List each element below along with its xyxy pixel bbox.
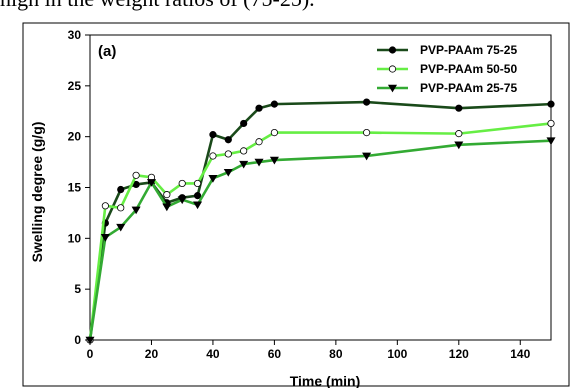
series-2-point-3 bbox=[132, 171, 140, 179]
x-axis-title: Time (min) bbox=[290, 373, 361, 388]
x-tick-label-60: 60 bbox=[268, 347, 282, 361]
legend: PVP-PAAm 75-25 PVP-PAAm 50-50 PVP-PAAm 25-… bbox=[377, 43, 517, 95]
series-2-point-2 bbox=[117, 204, 125, 212]
series-3-point-10 bbox=[239, 160, 249, 169]
y-tick-label-5: 5 bbox=[74, 282, 81, 296]
series-2-point-10 bbox=[240, 147, 248, 155]
series-layer bbox=[85, 98, 556, 345]
series-1-point-11 bbox=[255, 104, 263, 112]
y-axis-title: Swelling degree (g/g) bbox=[29, 122, 45, 263]
x-tick-label-20: 20 bbox=[145, 347, 159, 361]
series-3-point-7 bbox=[193, 201, 203, 210]
series-3-point-8 bbox=[208, 175, 218, 183]
series-3-point-2 bbox=[116, 223, 126, 232]
series-3-point-14 bbox=[454, 141, 464, 150]
legend-item-3: PVP-PAAm 25-75 bbox=[377, 81, 517, 95]
legend-label-1: PVP-PAAm 75-25 bbox=[420, 43, 517, 57]
x-tick-label-120: 120 bbox=[449, 347, 469, 361]
legend-marker-2 bbox=[388, 65, 397, 73]
panel-label: (a) bbox=[98, 43, 116, 60]
legend-item-2: PVP-PAAm 50-50 bbox=[377, 62, 517, 76]
x-tick-label-40: 40 bbox=[206, 347, 220, 361]
series-3-point-0 bbox=[85, 336, 95, 345]
y-tick-label-20: 20 bbox=[68, 130, 82, 144]
legend-item-1: PVP-PAAm 75-25 bbox=[377, 43, 517, 57]
series-1-point-10 bbox=[240, 119, 248, 128]
series-1-point-9 bbox=[224, 136, 232, 144]
series-2-point-11 bbox=[255, 138, 263, 146]
series-3-point-13 bbox=[362, 152, 372, 161]
series-2-point-9 bbox=[224, 150, 232, 158]
series-1-point-14 bbox=[455, 104, 463, 112]
series-1-point-2 bbox=[117, 185, 125, 194]
series-2 bbox=[86, 119, 555, 344]
series-3-point-12 bbox=[269, 156, 279, 165]
series-2-point-7 bbox=[193, 179, 202, 188]
x-tick-label-80: 80 bbox=[329, 347, 343, 361]
y-tick-label-30: 30 bbox=[68, 28, 82, 42]
series-1-point-13 bbox=[362, 98, 371, 106]
ticks: 0 20 40 60 80 100 120 140 0 5 10 15 20 25 30 bbox=[68, 28, 531, 361]
legend-label-3: PVP-PAAm 25-75 bbox=[420, 81, 517, 95]
x-tick-label-0: 0 bbox=[87, 347, 94, 361]
series-3-line bbox=[88, 139, 552, 341]
series-2-line bbox=[88, 122, 552, 341]
legend-marker-3 bbox=[387, 84, 398, 93]
caption-fragment: high in the weight ratios of (75-25). bbox=[0, 0, 315, 12]
y-tick-label-25: 25 bbox=[68, 79, 82, 93]
figure-frame bbox=[22, 22, 570, 387]
series-3-point-5 bbox=[162, 203, 172, 212]
series-2-point-1 bbox=[101, 202, 109, 210]
series-2-point-8 bbox=[209, 152, 217, 160]
series-3-point-15 bbox=[546, 137, 556, 146]
series-1-point-7 bbox=[193, 192, 202, 200]
series-3-point-9 bbox=[223, 168, 233, 177]
series-2-point-13 bbox=[362, 129, 371, 137]
series-3-point-11 bbox=[254, 158, 264, 167]
x-tick-label-140: 140 bbox=[510, 347, 530, 361]
series-1-line bbox=[88, 100, 552, 341]
series-1-point-12 bbox=[270, 100, 278, 108]
series-2-point-15 bbox=[547, 119, 555, 128]
series-3-point-4 bbox=[146, 179, 156, 187]
y-tick-label-0: 0 bbox=[74, 333, 81, 347]
series-1-point-8 bbox=[209, 131, 217, 139]
series-3-point-1 bbox=[100, 234, 110, 242]
legend-marker-1 bbox=[388, 46, 397, 54]
series-3-point-3 bbox=[131, 206, 141, 215]
series-2-point-12 bbox=[270, 129, 278, 137]
series-1 bbox=[86, 98, 555, 344]
y-tick-label-10: 10 bbox=[68, 231, 82, 245]
legend-label-2: PVP-PAAm 50-50 bbox=[420, 62, 517, 76]
series-1-point-15 bbox=[547, 100, 555, 108]
series-3 bbox=[85, 137, 556, 345]
series-2-point-14 bbox=[455, 130, 463, 138]
x-tick-label-100: 100 bbox=[387, 347, 407, 361]
y-tick-label-15: 15 bbox=[68, 181, 82, 195]
series-3-point-6 bbox=[177, 196, 187, 205]
series-2-point-6 bbox=[178, 179, 186, 188]
series-2-point-5 bbox=[163, 191, 171, 199]
